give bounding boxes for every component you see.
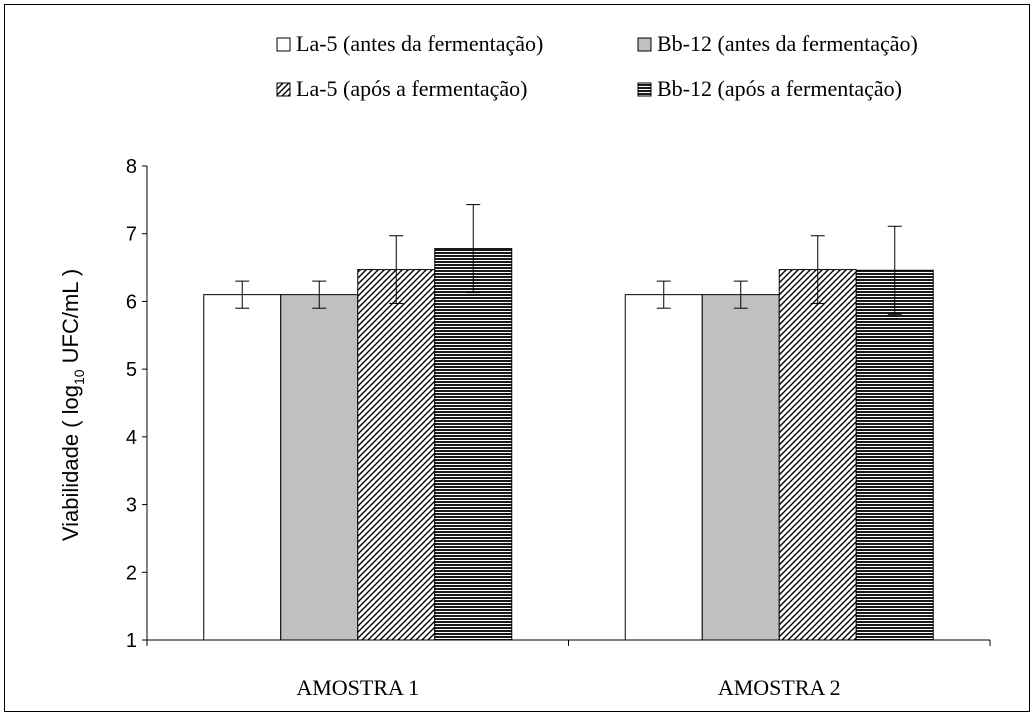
bar (435, 249, 512, 640)
y-tick-label: 3 (126, 495, 137, 517)
legend-swatch-la5-apos (277, 83, 290, 96)
legend-swatch-bb12-antes (638, 38, 651, 51)
y-tick-label: 8 (126, 156, 137, 178)
y-ticks: 1 2 3 4 5 6 7 8 (126, 156, 147, 652)
legend-label-la5-apos: La-5 (após a fermentação) (296, 76, 527, 101)
y-tick-label: 1 (126, 630, 137, 652)
bar (281, 295, 358, 640)
y-tick-label: 5 (126, 359, 137, 381)
legend-label-la5-antes: La-5 (antes da fermentação) (296, 31, 543, 56)
y-tick-label: 7 (126, 224, 137, 246)
bars (204, 249, 934, 640)
x-ticks: AMOSTRA 1 AMOSTRA 2 (147, 640, 990, 700)
y-axis-title-sub: 10 (71, 369, 87, 385)
x-tick-label: AMOSTRA 1 (296, 675, 419, 700)
legend-item-bb12-antes: Bb-12 (antes da fermentação) (638, 31, 918, 56)
bar (358, 270, 435, 640)
y-tick-label: 2 (126, 562, 137, 584)
legend-item-bb12-apos: Bb-12 (após a fermentação) (638, 76, 902, 101)
legend-item-la5-apos: La-5 (após a fermentação) (277, 76, 527, 101)
bar (856, 270, 933, 640)
bar (625, 295, 702, 640)
y-tick-label: 6 (126, 291, 137, 313)
bar (204, 295, 281, 640)
legend-item-la5-antes: La-5 (antes da fermentação) (277, 31, 543, 56)
bar (702, 295, 779, 640)
legend-label-bb12-apos: Bb-12 (após a fermentação) (657, 76, 902, 101)
y-axis-title-main: Viabilidade ( log (58, 385, 83, 541)
legend: La-5 (antes da fermentação) Bb-12 (antes… (277, 31, 918, 101)
y-axis-title-end: UFC/mL ) (58, 269, 83, 370)
y-axis-title: Viabilidade ( log10 UFC/mL ) (58, 269, 87, 541)
legend-label-bb12-antes: Bb-12 (antes da fermentação) (657, 31, 918, 56)
x-tick-label: AMOSTRA 2 (718, 675, 841, 700)
legend-swatch-bb12-apos (638, 83, 651, 96)
bar (779, 270, 856, 640)
y-tick-label: 4 (126, 427, 137, 449)
legend-swatch-la5-antes (277, 38, 290, 51)
